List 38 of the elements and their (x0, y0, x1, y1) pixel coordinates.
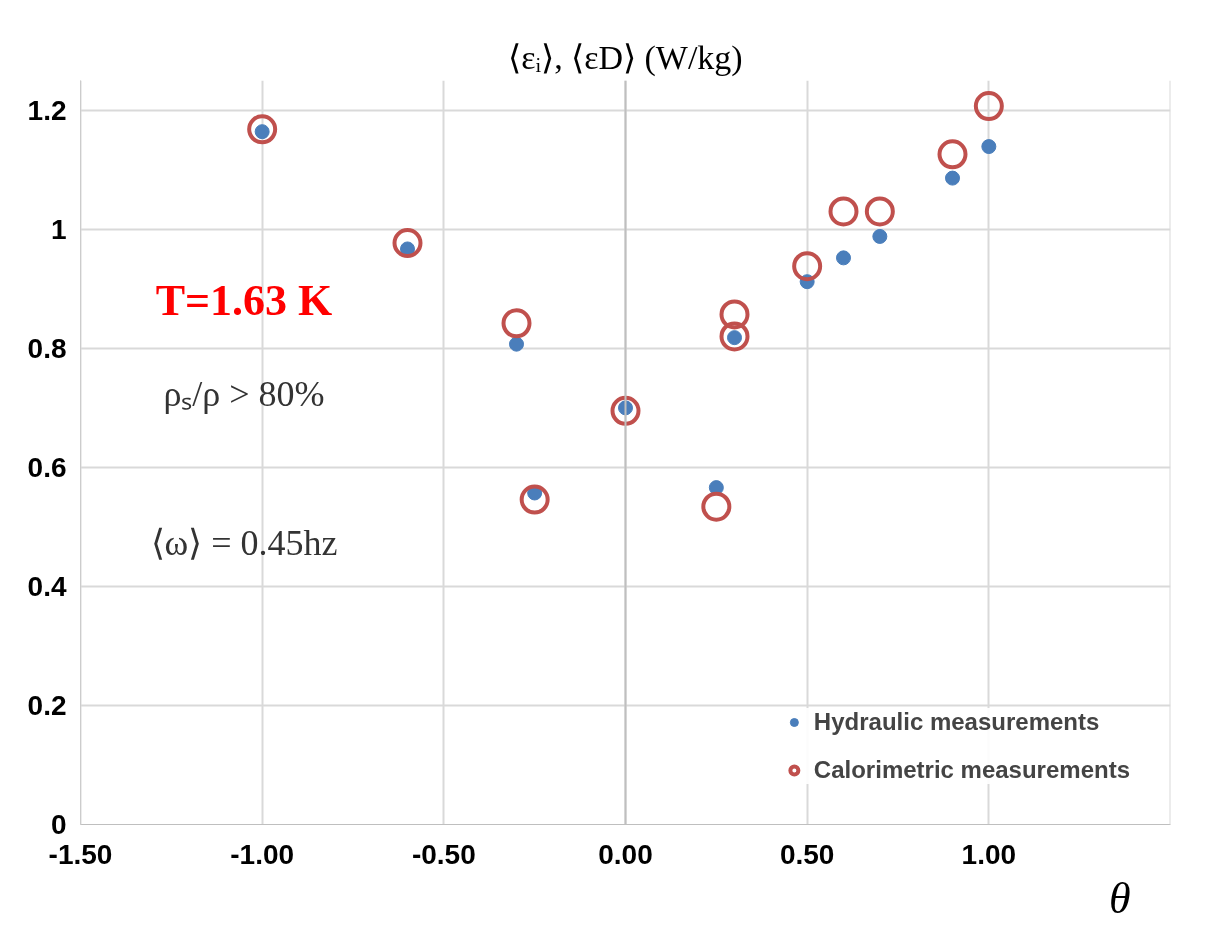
y-tick-label: 0.4 (27, 570, 67, 602)
annotation: ⟨ω⟩ = 0.45hz (150, 522, 338, 563)
legend-label: Calorimetric measurements (813, 756, 1130, 784)
point (937, 139, 968, 170)
point (973, 91, 1004, 122)
annotation: T=1.63 K (155, 275, 333, 325)
point (509, 336, 524, 352)
point (945, 170, 960, 186)
point (719, 321, 750, 352)
point (792, 251, 823, 282)
x-tick-label: 0.00 (598, 838, 653, 870)
x-tick-label: 1.00 (961, 838, 1017, 870)
point (836, 250, 851, 266)
point (519, 484, 550, 515)
annotation: ρₛ/ρ > 80% (163, 373, 325, 414)
x-tick-label: 0.50 (779, 838, 835, 870)
y-tick-label: 0.8 (27, 332, 67, 364)
point (719, 299, 750, 330)
x-tick-label: -1.00 (230, 838, 295, 870)
point (872, 228, 888, 244)
y-tick-label: 0.6 (27, 451, 67, 483)
point (828, 196, 859, 227)
x-axis-title: θ (1108, 873, 1131, 923)
y-tick-label: 1 (50, 213, 67, 245)
y-axis-title: ⟨εᵢ⟩, ⟨εD⟩ (W/kg) (508, 38, 743, 77)
point (392, 228, 423, 258)
x-tick-label: -1.50 (48, 838, 113, 870)
point (247, 114, 278, 145)
y-tick-label: 1.2 (27, 94, 67, 126)
legend-label: Hydraulic measurements (813, 708, 1100, 736)
point (501, 308, 532, 339)
point (981, 139, 997, 155)
point (864, 196, 895, 227)
y-tick-label: 0.2 (27, 689, 67, 721)
point (610, 395, 641, 426)
x-tick-label: -0.50 (411, 838, 476, 870)
y-tick-label: 0 (50, 809, 67, 840)
point (701, 491, 732, 522)
